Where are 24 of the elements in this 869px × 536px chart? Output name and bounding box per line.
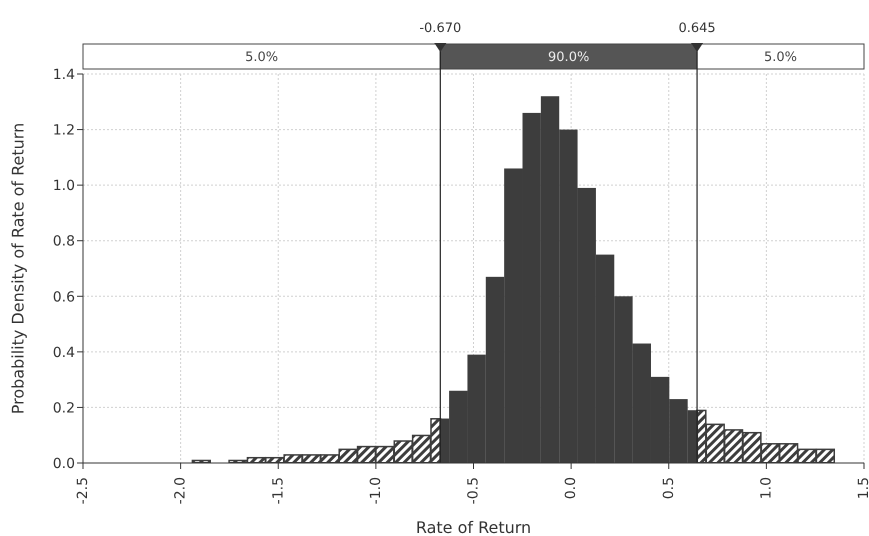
x-tick-label: 0.0 [563,477,580,500]
y-tick-label: 0.4 [52,344,76,361]
y-axis-title: Probability Density of Rate of Return [8,122,28,414]
x-tick-label: 1.5 [856,477,869,500]
percentile-strip: 5.0% [82,44,441,70]
x-tick-label: -2.5 [75,477,91,504]
y-tick-label: 0.0 [52,456,75,472]
x-axis-title: Rate of Return [416,518,532,536]
x-tick-label: -1.0 [368,477,384,504]
y-tick-label: 0.6 [52,289,76,306]
y-tick-label: 1.2 [52,122,75,139]
percentile-strip: 90.0% [440,44,698,70]
percentile-strip: 5.0% [696,44,864,70]
y-tick-label: 1.4 [52,66,76,83]
x-tick-label: 1.0 [758,477,774,500]
y-tick-label: 0.8 [52,234,75,250]
x-tick-label: 0.5 [660,477,677,500]
ref-line-label: -0.670 [419,21,462,36]
x-tick-label: -2.0 [172,477,189,504]
y-tick-label: 1.0 [52,178,75,194]
y-tick-label: 0.2 [52,400,75,416]
x-tick-label: -0.5 [466,477,482,504]
ref-line-label: 0.645 [678,21,716,36]
x-tick-label: -1.5 [270,477,286,504]
